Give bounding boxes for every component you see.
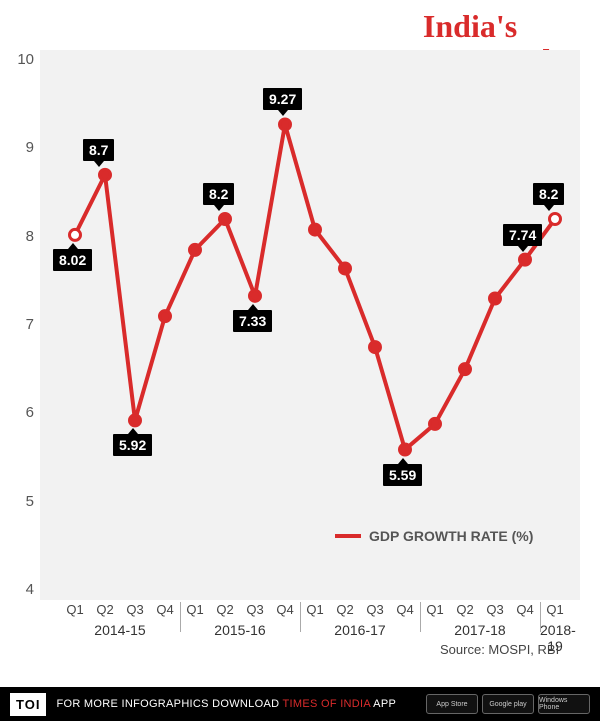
y-tick-label: 7 bbox=[12, 316, 34, 333]
footer-text-highlight: TIMES OF INDIA bbox=[283, 698, 371, 710]
y-tick-label: 9 bbox=[12, 139, 34, 156]
x-tick-label: Q1 bbox=[303, 602, 327, 617]
data-point-label: 9.27 bbox=[263, 88, 302, 110]
year-label: 2014-15 bbox=[60, 622, 180, 638]
line-chart bbox=[40, 50, 580, 600]
x-tick-label: Q3 bbox=[243, 602, 267, 617]
footer-bar: TOI FOR MORE INFOGRAPHICS DOWNLOAD TIMES… bbox=[0, 687, 600, 721]
data-point-label: 8.7 bbox=[83, 139, 114, 161]
data-point-label: 5.92 bbox=[113, 434, 152, 456]
title-line-1: India's bbox=[380, 10, 560, 44]
year-divider bbox=[180, 602, 181, 632]
data-point-label: 7.74 bbox=[503, 224, 542, 246]
y-tick-label: 8 bbox=[12, 228, 34, 245]
x-tick-label: Q3 bbox=[483, 602, 507, 617]
y-tick-label: 6 bbox=[12, 404, 34, 421]
x-tick-label: Q1 bbox=[543, 602, 567, 617]
data-point-label: 8.02 bbox=[53, 249, 92, 271]
store-badge[interactable]: App Store bbox=[426, 694, 478, 714]
data-point-label: 7.33 bbox=[233, 310, 272, 332]
x-tick-label: Q3 bbox=[363, 602, 387, 617]
footer-text-plain: FOR MORE INFOGRAPHICS DOWNLOAD bbox=[56, 698, 282, 710]
footer-text-tail: APP bbox=[370, 698, 396, 710]
year-label: 2017-18 bbox=[420, 622, 540, 638]
year-label: 2016-17 bbox=[300, 622, 420, 638]
x-tick-label: Q1 bbox=[423, 602, 447, 617]
app-store-badges: App StoreGoogle playWindows Phone bbox=[426, 694, 590, 714]
year-divider bbox=[540, 602, 541, 632]
store-badge[interactable]: Google play bbox=[482, 694, 534, 714]
legend: GDP GROWTH RATE (%) bbox=[335, 528, 533, 544]
x-tick-label: Q4 bbox=[513, 602, 537, 617]
y-tick-label: 10 bbox=[12, 51, 34, 68]
x-tick-label: Q4 bbox=[393, 602, 417, 617]
x-tick-label: Q2 bbox=[453, 602, 477, 617]
infographic-root: India's GDP Growth 45678910 Q1Q2Q3Q4Q1Q2… bbox=[0, 0, 600, 721]
source-attribution: Source: MOSPI, RBI bbox=[440, 642, 559, 657]
x-tick-label: Q4 bbox=[153, 602, 177, 617]
year-divider bbox=[300, 602, 301, 632]
year-label: 2015-16 bbox=[180, 622, 300, 638]
data-point-label: 8.2 bbox=[533, 183, 564, 205]
x-tick-label: Q2 bbox=[213, 602, 237, 617]
legend-swatch bbox=[335, 534, 361, 538]
x-tick-label: Q4 bbox=[273, 602, 297, 617]
year-divider bbox=[420, 602, 421, 632]
x-tick-label: Q3 bbox=[123, 602, 147, 617]
y-tick-label: 5 bbox=[12, 493, 34, 510]
legend-text: GDP GROWTH RATE (%) bbox=[369, 528, 533, 544]
x-tick-label: Q1 bbox=[183, 602, 207, 617]
x-tick-label: Q1 bbox=[63, 602, 87, 617]
data-point-label: 5.59 bbox=[383, 464, 422, 486]
store-badge[interactable]: Windows Phone bbox=[538, 694, 590, 714]
x-tick-label: Q2 bbox=[93, 602, 117, 617]
data-point-label: 8.2 bbox=[203, 183, 234, 205]
toi-logo: TOI bbox=[10, 693, 46, 716]
x-tick-label: Q2 bbox=[333, 602, 357, 617]
y-tick-label: 4 bbox=[12, 581, 34, 598]
footer-text: FOR MORE INFOGRAPHICS DOWNLOAD TIMES OF … bbox=[56, 698, 396, 710]
